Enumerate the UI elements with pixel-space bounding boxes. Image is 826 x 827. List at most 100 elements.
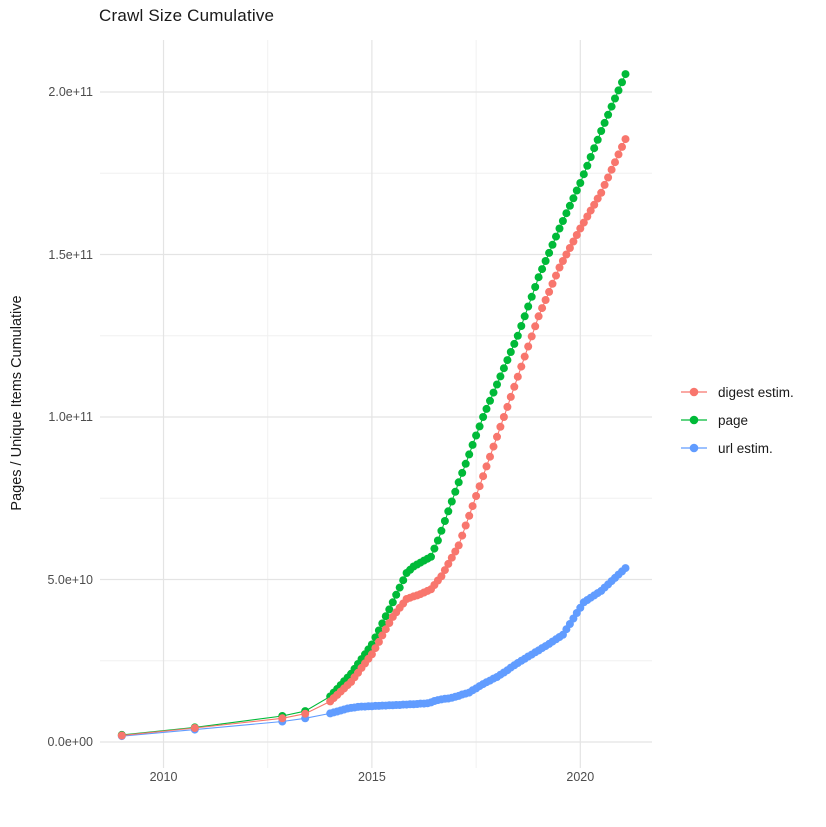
data-point-digestestim [531, 322, 540, 331]
data-point-digestestim [597, 188, 606, 197]
data-point-digestestim [569, 237, 578, 246]
data-point-digestestim [590, 200, 599, 209]
data-point-digestestim [572, 231, 581, 239]
data-point-page [503, 356, 512, 365]
data-point-page [451, 487, 460, 496]
data-point-digestestim [558, 257, 567, 265]
data-point-digestestim [479, 472, 488, 481]
data-point-page [454, 478, 463, 487]
data-point-digestestim [367, 650, 376, 659]
data-point-page [520, 312, 529, 321]
data-point-page [524, 302, 533, 311]
data-point-digestestim [618, 142, 626, 151]
data-point-digestestim [451, 547, 460, 556]
data-point-page [572, 186, 581, 195]
data-point-digestestim [278, 714, 287, 723]
data-point-digestestim [611, 158, 619, 167]
data-point-page [399, 576, 408, 585]
data-point-digestestim [454, 541, 463, 550]
data-point-page [600, 118, 609, 127]
legend-key-page-icon [681, 415, 707, 425]
data-point-digestestim [607, 165, 616, 174]
data-point-page [482, 404, 491, 413]
data-point-digestestim [437, 572, 446, 581]
data-point-page [506, 348, 515, 356]
data-point-digestestim [503, 402, 512, 411]
data-point-page [461, 459, 470, 468]
data-point-page [496, 372, 505, 381]
data-point-digestestim [621, 135, 630, 144]
y-tick-label: 1.5e+11 [48, 247, 93, 262]
data-point-digestestim [378, 631, 387, 640]
data-point-digestestim [117, 731, 126, 740]
data-point-page [430, 544, 439, 553]
data-point-page [489, 388, 498, 397]
legend-label-page: page [718, 412, 749, 428]
data-point-digestestim [489, 442, 498, 451]
data-point-digestestim [496, 422, 505, 431]
data-point-digestestim [371, 644, 380, 653]
data-point-digestestim [475, 482, 484, 491]
data-point-page [545, 248, 554, 257]
data-point-page [583, 161, 592, 170]
data-point-page [381, 612, 390, 621]
data-point-page [517, 322, 526, 330]
legend-key-digest-icon [681, 387, 707, 397]
data-point-digestestim [534, 312, 543, 321]
y-tick-label: 1.0e+11 [48, 410, 93, 424]
data-point-page [548, 240, 557, 249]
legend-item-url-estim: url estim. [680, 434, 794, 462]
y-tick-label: 5.0e+10 [47, 572, 93, 587]
data-point-digestestim [301, 709, 310, 718]
data-point-page [607, 102, 616, 111]
data-point-digestestim [444, 559, 453, 568]
data-point-page [569, 194, 578, 203]
data-point-digestestim [482, 462, 491, 471]
data-point-page [447, 497, 456, 506]
data-point-digestestim [600, 180, 609, 189]
data-point-digestestim [506, 392, 515, 401]
data-point-digestestim [461, 521, 470, 530]
data-point-page [614, 86, 623, 95]
data-point-page [392, 590, 401, 599]
data-point-page [444, 507, 453, 516]
data-point-page [552, 232, 560, 241]
y-tick-label: 0.0e+00 [47, 735, 93, 749]
data-point-page [427, 552, 435, 561]
data-point-digestestim [527, 332, 536, 341]
data-point-page [475, 422, 484, 431]
data-point-digestestim [374, 637, 383, 646]
data-point-digestestim [545, 287, 554, 296]
data-point-digestestim [548, 279, 557, 288]
data-point-page [611, 94, 619, 103]
data-point-page [472, 431, 481, 440]
legend: digest estim. page url estim. [680, 378, 794, 462]
data-point-page [565, 201, 574, 210]
data-point-digestestim [440, 566, 449, 575]
data-point-page [541, 257, 550, 265]
data-point-page [388, 598, 397, 607]
data-point-page [479, 413, 488, 421]
data-point-page [395, 583, 404, 592]
data-point-digestestim [190, 724, 199, 732]
x-tick-label: 2020 [566, 770, 595, 784]
data-point-digestestim [517, 362, 526, 371]
data-point-page [385, 605, 394, 614]
data-point-page [579, 170, 588, 179]
data-point-page [597, 127, 606, 135]
data-point-page [586, 153, 595, 161]
data-point-page [465, 450, 474, 459]
data-point-digestestim [586, 206, 595, 215]
data-point-digestestim [552, 271, 560, 280]
data-point-digestestim [562, 250, 571, 259]
legend-label-digest: digest estim. [718, 384, 794, 400]
data-point-page [440, 517, 449, 525]
x-tick-label: 2010 [149, 770, 178, 784]
data-point-digestestim [510, 382, 519, 391]
data-point-digestestim [447, 553, 456, 562]
data-point-digestestim [579, 218, 588, 227]
legend-key-url-icon [681, 443, 707, 453]
data-point-digestestim [499, 413, 508, 421]
